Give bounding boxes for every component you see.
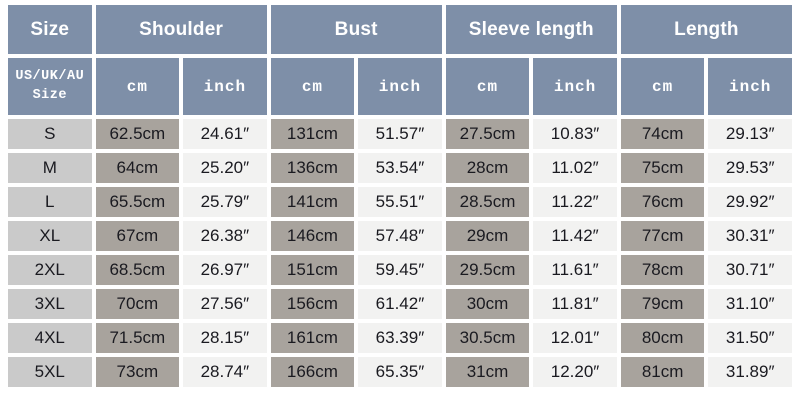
cm-value: 67cm	[95, 221, 180, 251]
table-row: M 64cm 25.20″ 136cm 53.54″ 28cm 11.02″ 75cm 29.5…	[8, 153, 792, 183]
inch-value: 59.45″	[358, 255, 442, 285]
inch-value: 29.53″	[708, 153, 792, 183]
inch-value: 29.13″	[708, 119, 792, 149]
inch-value: 65.35″	[358, 357, 442, 387]
inch-value: 63.39″	[358, 323, 442, 353]
cm-value: 77cm	[620, 221, 705, 251]
inch-value: 26.97″	[183, 255, 267, 285]
cm-value: 29cm	[445, 221, 530, 251]
cm-value: 30cm	[445, 289, 530, 319]
cm-value: 65.5cm	[95, 187, 180, 217]
table-row: S 62.5cm 24.61″ 131cm 51.57″ 27.5cm 10.83″ 74cm…	[8, 119, 792, 149]
inch-value: 12.01″	[533, 323, 617, 353]
cm-value: 161cm	[270, 323, 355, 353]
subheader-shoulder-cm: cm	[95, 58, 180, 115]
cm-value: 70cm	[95, 289, 180, 319]
inch-value: 11.22″	[533, 187, 617, 217]
row-size-label: 2XL	[8, 255, 92, 285]
inch-value: 57.48″	[358, 221, 442, 251]
cm-value: 62.5cm	[95, 119, 180, 149]
cm-value: 73cm	[95, 357, 180, 387]
header-shoulder: Shoulder	[95, 5, 267, 54]
cm-value: 166cm	[270, 357, 355, 387]
inch-value: 31.10″	[708, 289, 792, 319]
row-size-label: 4XL	[8, 323, 92, 353]
inch-value: 25.79″	[183, 187, 267, 217]
table-row: 4XL 71.5cm 28.15″ 161cm 63.39″ 30.5cm 12.01″ 80…	[8, 323, 792, 353]
cm-value: 68.5cm	[95, 255, 180, 285]
header-length: Length	[620, 5, 792, 54]
inch-value: 26.38″	[183, 221, 267, 251]
inch-value: 10.83″	[533, 119, 617, 149]
table-row: 3XL 70cm 27.56″ 156cm 61.42″ 30cm 11.81″ 79cm 31…	[8, 289, 792, 319]
cm-value: 156cm	[270, 289, 355, 319]
subheader-length-cm: cm	[620, 58, 705, 115]
inch-value: 24.61″	[183, 119, 267, 149]
inch-value: 11.81″	[533, 289, 617, 319]
inch-value: 28.15″	[183, 323, 267, 353]
inch-value: 12.20″	[533, 357, 617, 387]
unit-header-row: US/UK/AU Size cm inch cm inch cm inch cm…	[8, 58, 792, 115]
row-size-label: S	[8, 119, 92, 149]
table-row: 2XL 68.5cm 26.97″ 151cm 59.45″ 29.5cm 11.61″ 78…	[8, 255, 792, 285]
cm-value: 146cm	[270, 221, 355, 251]
inch-value: 30.31″	[708, 221, 792, 251]
subheader-size-system: US/UK/AU Size	[8, 58, 92, 115]
header-size: Size	[8, 5, 92, 54]
row-size-label: L	[8, 187, 92, 217]
cm-value: 71.5cm	[95, 323, 180, 353]
cm-value: 28.5cm	[445, 187, 530, 217]
cm-value: 74cm	[620, 119, 705, 149]
inch-value: 11.61″	[533, 255, 617, 285]
cm-value: 80cm	[620, 323, 705, 353]
inch-value: 31.89″	[708, 357, 792, 387]
subheader-bust-inch: inch	[358, 58, 442, 115]
inch-value: 51.57″	[358, 119, 442, 149]
inch-value: 25.20″	[183, 153, 267, 183]
inch-value: 30.71″	[708, 255, 792, 285]
table-row: 5XL 73cm 28.74″ 166cm 65.35″ 31cm 12.20″ 81cm 31…	[8, 357, 792, 387]
inch-value: 53.54″	[358, 153, 442, 183]
cm-value: 79cm	[620, 289, 705, 319]
header-sleeve-length: Sleeve length	[445, 5, 617, 54]
row-size-label: 3XL	[8, 289, 92, 319]
inch-value: 61.42″	[358, 289, 442, 319]
inch-value: 11.42″	[533, 221, 617, 251]
inch-value: 27.56″	[183, 289, 267, 319]
table-row: L 65.5cm 25.79″ 141cm 55.51″ 28.5cm 11.22″ 76cm…	[8, 187, 792, 217]
subheader-sleeve-inch: inch	[533, 58, 617, 115]
table-body: S 62.5cm 24.61″ 131cm 51.57″ 27.5cm 10.83″ 74cm…	[8, 119, 792, 387]
table-row: XL 67cm 26.38″ 146cm 57.48″ 29cm 11.42″ 77cm 30.…	[8, 221, 792, 251]
inch-value: 11.02″	[533, 153, 617, 183]
row-size-label: XL	[8, 221, 92, 251]
cm-value: 31cm	[445, 357, 530, 387]
subheader-sleeve-cm: cm	[445, 58, 530, 115]
cm-value: 75cm	[620, 153, 705, 183]
header-group-row: Size Shoulder Bust Sleeve length Length	[8, 5, 792, 54]
inch-value: 31.50″	[708, 323, 792, 353]
cm-value: 64cm	[95, 153, 180, 183]
cm-value: 131cm	[270, 119, 355, 149]
cm-value: 81cm	[620, 357, 705, 387]
cm-value: 141cm	[270, 187, 355, 217]
header-bust: Bust	[270, 5, 442, 54]
cm-value: 28cm	[445, 153, 530, 183]
subheader-bust-cm: cm	[270, 58, 355, 115]
inch-value: 28.74″	[183, 357, 267, 387]
cm-value: 76cm	[620, 187, 705, 217]
cm-value: 78cm	[620, 255, 705, 285]
cm-value: 151cm	[270, 255, 355, 285]
cm-value: 30.5cm	[445, 323, 530, 353]
subheader-shoulder-inch: inch	[183, 58, 267, 115]
inch-value: 55.51″	[358, 187, 442, 217]
row-size-label: M	[8, 153, 92, 183]
size-chart-table: Size Shoulder Bust Sleeve length Length …	[4, 1, 796, 391]
row-size-label: 5XL	[8, 357, 92, 387]
cm-value: 27.5cm	[445, 119, 530, 149]
inch-value: 29.92″	[708, 187, 792, 217]
cm-value: 136cm	[270, 153, 355, 183]
cm-value: 29.5cm	[445, 255, 530, 285]
subheader-length-inch: inch	[708, 58, 792, 115]
